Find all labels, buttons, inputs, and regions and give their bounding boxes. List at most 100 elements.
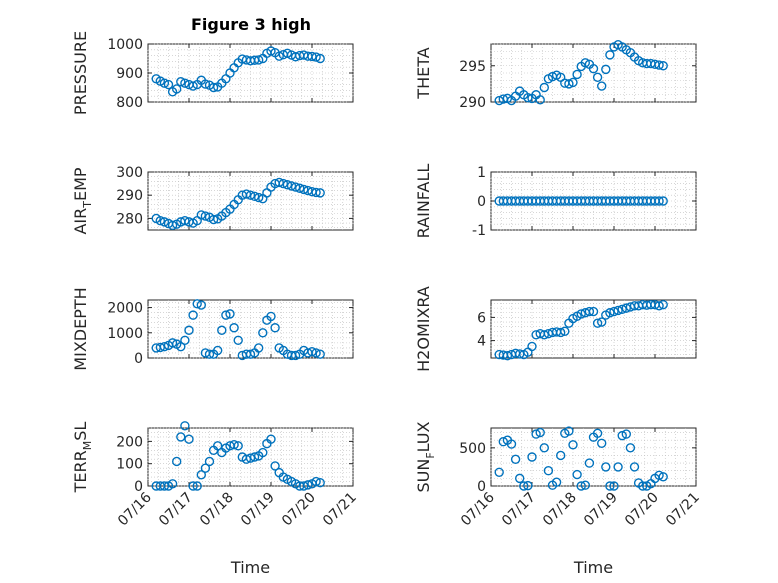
h2omixra-point (597, 317, 607, 327)
air_temp-point (311, 187, 321, 198)
sun_flux-point (535, 427, 545, 438)
sun_flux-point (539, 443, 549, 453)
pressure-point (163, 79, 174, 90)
sun_flux-ytick-label: 0 (477, 479, 486, 495)
mixdepth-point (159, 341, 170, 352)
terr_msl-point (258, 447, 268, 458)
terr_msl-point (311, 476, 321, 487)
theta-point (597, 81, 607, 91)
rainfall-ylabel: RAINFALL (414, 164, 433, 239)
air_temp-ytick-label: 290 (116, 188, 143, 204)
air_temp-point (299, 184, 309, 195)
mixdepth-point (192, 299, 202, 309)
sun_flux-point (519, 481, 529, 491)
theta-point (539, 82, 549, 93)
terr_msl-ytick-label: 200 (116, 434, 143, 450)
terr_msl-xtick-label: 07/20 (279, 490, 319, 530)
terr_msl-point (176, 432, 186, 442)
air_temp-point (315, 188, 325, 198)
sun_flux-point (609, 481, 619, 491)
theta-ytick-label: 290 (459, 95, 486, 111)
mixdepth-ytick-label: 0 (134, 351, 143, 367)
sun_flux-point (605, 481, 615, 491)
h2omixra-point (539, 330, 549, 340)
mixdepth-point (212, 345, 223, 356)
sun_flux-ytick-label: 500 (459, 441, 486, 457)
theta-point (580, 58, 590, 68)
sun_flux-ylabel: SUNFLUX (414, 421, 437, 492)
pressure-ytick-label: 900 (116, 66, 143, 82)
mixdepth-point (176, 341, 186, 352)
sun_flux-point (638, 481, 648, 491)
mixdepth-point (217, 325, 227, 335)
mixdepth-point (229, 323, 239, 333)
subplot-pressure: 800 900 1000 PRESSURE (71, 31, 354, 115)
h2omixra-point (588, 306, 599, 317)
theta-point (523, 92, 533, 103)
theta-point (494, 95, 504, 106)
sun_flux-point (572, 469, 582, 480)
pressure-point (315, 53, 325, 64)
terr_msl-ytick-label: 100 (116, 457, 143, 473)
h2omixra-point (556, 327, 566, 338)
air_temp-point (196, 210, 207, 220)
mixdepth-point (188, 310, 198, 320)
mixdepth-point (221, 310, 231, 320)
sun_flux-point (531, 429, 541, 439)
sun_flux-point (629, 462, 640, 472)
rainfall-ytick-label: 0 (477, 194, 486, 210)
terr_msl-xtick-label: 07/17 (156, 490, 196, 530)
mixdepth-point (270, 323, 280, 333)
sun_flux-point (580, 480, 590, 490)
sun_flux-point (543, 466, 554, 476)
terr_msl-point (180, 421, 190, 431)
theta-point (568, 77, 578, 88)
sun_flux-point (506, 439, 517, 449)
h2omixra-point (658, 299, 668, 310)
air_temp-point (290, 182, 301, 192)
sun_flux-axes-box (490, 427, 697, 487)
air_temp-point (254, 192, 264, 203)
air_temp-ytick-label: 300 (116, 165, 143, 181)
sun_flux-point (527, 452, 537, 462)
air_temp-point (282, 180, 293, 190)
sun_flux-point (564, 426, 574, 436)
pressure-point (180, 78, 190, 88)
terr_msl-point (245, 453, 256, 463)
mixdepth-point (290, 350, 301, 361)
sun_flux-point (510, 454, 521, 464)
pressure-ytick-label: 1000 (107, 37, 143, 53)
theta-point (588, 63, 599, 74)
sun_flux-xtick-label: 07/20 (622, 490, 662, 530)
mixdepth-point (233, 335, 243, 346)
sun_flux-point (515, 473, 525, 484)
theta-point (592, 72, 603, 83)
mixdepth-point (245, 349, 256, 359)
sun_flux-point (597, 438, 607, 448)
sun_flux-point (498, 437, 508, 447)
h2omixra-ylabel: H2OMIXRA (414, 286, 433, 372)
pressure-point (171, 84, 182, 94)
theta-point (572, 69, 582, 80)
sun_flux-point (621, 429, 631, 439)
theta-point (601, 64, 611, 75)
air_temp-point (286, 181, 297, 191)
h2omixra-point (592, 318, 603, 328)
mixdepth-point (315, 349, 325, 359)
terr_msl-xtick-label: 07/19 (238, 490, 278, 530)
sun_flux-point (658, 472, 668, 482)
terr_msl-xlabel: Time (230, 558, 270, 577)
pressure-ylabel: PRESSURE (71, 31, 90, 115)
air_temp-point (249, 191, 260, 202)
sun_flux-point (576, 481, 586, 491)
sun_flux-point (601, 462, 611, 472)
terr_msl-xtick-label: 07/21 (320, 490, 360, 530)
theta-point (658, 61, 668, 71)
mixdepth-point (196, 300, 207, 310)
terr_msl-ytick-label: 0 (134, 479, 143, 495)
terr_msl-point (167, 479, 178, 489)
h2omixra-point (621, 303, 631, 313)
figure-title: Figure 3 high (191, 15, 311, 34)
air_temp-point (155, 216, 166, 226)
sun_flux-point (592, 428, 603, 439)
